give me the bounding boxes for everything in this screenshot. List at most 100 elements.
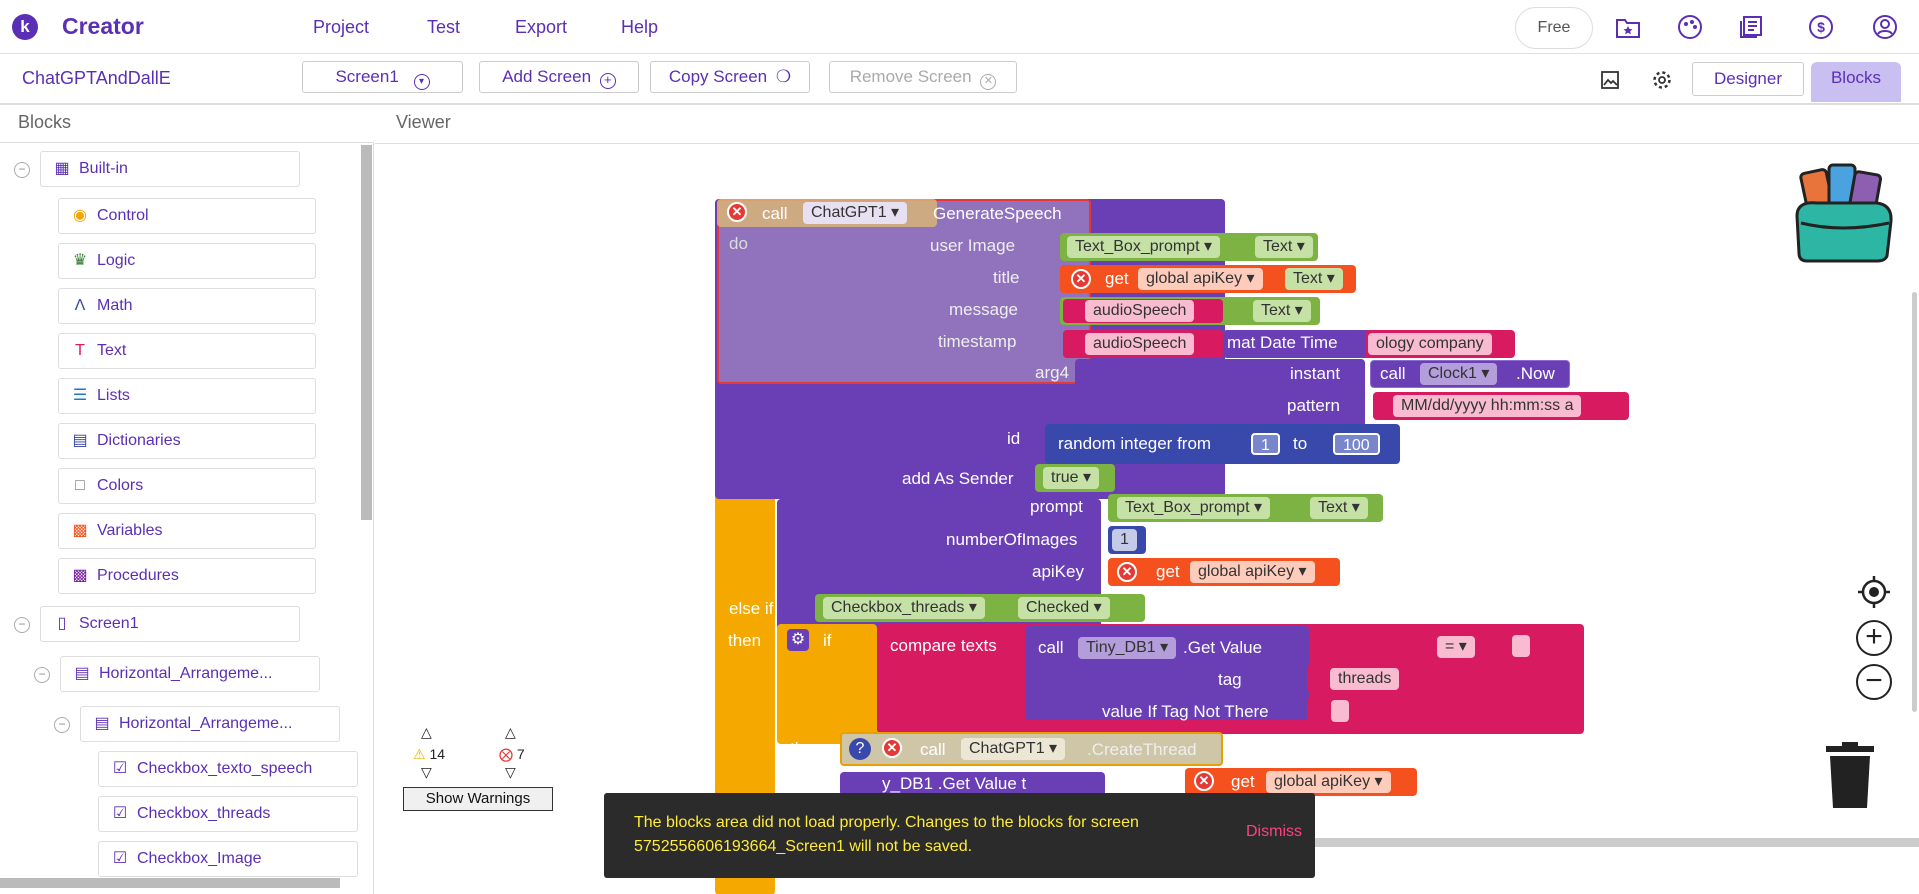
threads-string[interactable]: threads (1330, 668, 1400, 690)
eq-dropdown[interactable]: = ▾ (1437, 636, 1475, 658)
viewer-horizontal-scrollbar[interactable] (1250, 838, 1919, 847)
tree-lists-label: Lists (97, 387, 130, 404)
collapse-toggle[interactable]: − (14, 162, 30, 178)
checked-dropdown[interactable]: Checked ▾ (1018, 597, 1110, 619)
show-warnings-button[interactable]: Show Warnings (403, 787, 553, 811)
company-string[interactable]: ology company (1368, 333, 1492, 355)
text-icon: T (75, 342, 85, 359)
free-button[interactable]: Free (1515, 7, 1593, 49)
collapse-toggle[interactable]: − (54, 717, 70, 733)
toast-message: The blocks area did not load properly. C… (634, 814, 1139, 855)
chatgpt-dropdown-2[interactable]: ChatGPT1 ▾ (961, 738, 1066, 760)
gear-icon[interactable] (1651, 69, 1673, 91)
blocks-button[interactable]: Blocks (1811, 62, 1901, 102)
chatgpt-dropdown[interactable]: ChatGPT1 ▾ (803, 202, 908, 224)
palette-icon[interactable] (1677, 14, 1703, 40)
pattern-string[interactable]: MM/dd/yyyy hh:mm:ss a (1393, 395, 1582, 417)
tree-text[interactable]: T Text (58, 333, 316, 369)
help-icon[interactable]: ? (849, 738, 871, 760)
recenter-icon[interactable] (1856, 574, 1892, 610)
collapse-toggle[interactable]: − (14, 617, 30, 633)
blocks-viewer[interactable]: ✕ call ChatGPT1 ▾ GenerateSpeech do user… (375, 143, 1919, 894)
tiny-db-dropdown[interactable]: Tiny_DB1 ▾ (1078, 637, 1177, 659)
text-prop-dropdown[interactable]: Text ▾ (1255, 236, 1313, 258)
logo-icon[interactable]: k (12, 14, 38, 40)
trash-icon[interactable] (1824, 742, 1876, 808)
now-label: .Now (1516, 364, 1555, 383)
text-prop-label: Text (1263, 238, 1293, 255)
book-icon: ▤ (72, 432, 88, 449)
tree-dictionaries[interactable]: ▤ Dictionaries (58, 423, 316, 459)
menu-project[interactable]: Project (313, 17, 370, 37)
lists-icon: ☰ (72, 387, 88, 404)
dollar-icon[interactable]: $ (1808, 14, 1834, 40)
dismiss-button[interactable]: Dismiss (1246, 823, 1302, 840)
tree-math[interactable]: Λ Math (58, 288, 316, 324)
tree-procedures[interactable]: ▩ Procedures (58, 558, 316, 594)
apikey-dropdown-3[interactable]: global apiKey ▾ (1266, 771, 1391, 793)
remove-screen-button[interactable]: Remove Screen ✕ (829, 61, 1017, 93)
error-down-arrow[interactable]: ▽ (505, 764, 516, 780)
menu-test[interactable]: Test (427, 17, 461, 37)
account-icon[interactable] (1872, 14, 1898, 40)
tree-checkbox-image[interactable]: ☑ Checkbox_Image (98, 841, 358, 877)
audio-string[interactable]: audioSpeech (1085, 300, 1195, 322)
tree-control-label: Control (97, 207, 149, 224)
apikey-dropdown-2[interactable]: global apiKey ▾ (1190, 561, 1315, 583)
copy-icon: ❍ (775, 67, 792, 86)
create-thread-block[interactable] (840, 732, 1223, 766)
empty-string-2[interactable] (1512, 635, 1530, 657)
clock-dropdown[interactable]: Clock1 ▾ (1420, 363, 1498, 385)
to-label: to (1293, 434, 1308, 453)
tree-checkbox-threads[interactable]: ☑ Checkbox_threads (98, 796, 358, 832)
tree-lists[interactable]: ☰ Lists (58, 378, 316, 414)
tree-colors[interactable]: □ Colors (58, 468, 316, 504)
tree-checkbox-speech[interactable]: ☑ Checkbox_texto_speech (98, 751, 358, 787)
audio-string-2[interactable]: audioSpeech (1085, 333, 1195, 355)
menu-export[interactable]: Export (515, 17, 568, 37)
checkbox-threads-dropdown[interactable]: Checkbox_threads ▾ (823, 597, 985, 619)
tree-control[interactable]: ◉ Control (58, 198, 316, 234)
library-icon[interactable] (1738, 14, 1764, 40)
backpack-icon[interactable] (1787, 161, 1897, 266)
then-label: then (728, 631, 762, 650)
copy-screen-button[interactable]: Copy Screen ❍ (650, 61, 810, 93)
tree-arrangement-1[interactable]: ▤ Horizontal_Arrangeme... (60, 656, 320, 692)
tree-arrangement-2[interactable]: ▤ Horizontal_Arrangeme... (80, 706, 340, 742)
warn-down-arrow[interactable]: ▽ (421, 764, 432, 780)
screen-select[interactable]: Screen1 ▾ (302, 61, 463, 93)
gear-icon[interactable]: ⚙ (787, 629, 809, 651)
viewer-vertical-scrollbar[interactable] (1912, 292, 1917, 712)
zoom-in-button[interactable]: + (1856, 620, 1892, 656)
text-prop-dropdown[interactable]: Text ▾ (1310, 497, 1368, 519)
tree-screen1[interactable]: ▯ Screen1 (40, 606, 300, 642)
warning-count: 14 (429, 746, 446, 762)
zoom-out-button[interactable]: − (1856, 664, 1892, 700)
text-prop-dropdown[interactable]: Text ▾ (1253, 300, 1311, 322)
empty-string[interactable] (1331, 700, 1349, 722)
true-dropdown[interactable]: true ▾ (1043, 467, 1100, 489)
tree-logic[interactable]: ♛ Logic (58, 243, 316, 279)
designer-button[interactable]: Designer (1692, 62, 1804, 96)
prompt-textbox-dropdown[interactable]: Text_Box_prompt ▾ (1117, 497, 1270, 519)
image-icon[interactable] (1599, 69, 1621, 91)
tiny-db-get-block-2[interactable] (840, 772, 1105, 796)
collapse-toggle[interactable]: − (34, 667, 50, 683)
warn-up-arrow[interactable]: △ (421, 724, 432, 740)
apikey-dropdown[interactable]: global apiKey ▾ (1138, 268, 1263, 290)
number-value[interactable]: 1 (1112, 529, 1137, 551)
tree-vertical-scrollbar[interactable] (361, 145, 372, 520)
tree-horizontal-scrollbar[interactable] (0, 878, 340, 888)
random-from[interactable]: 1 (1251, 433, 1280, 455)
add-screen-button[interactable]: Add Screen + (479, 61, 639, 93)
tree-variables[interactable]: ▩ Variables (58, 513, 316, 549)
tree-builtin[interactable]: ▦ Built-in (40, 151, 300, 187)
folder-star-icon[interactable] (1615, 14, 1641, 40)
text-prop-dropdown[interactable]: Text ▾ (1285, 268, 1343, 290)
tree-screen1-label: Screen1 (79, 615, 139, 632)
random-to[interactable]: 100 (1333, 433, 1380, 455)
error-up-arrow[interactable]: △ (505, 724, 516, 740)
text-box-dropdown[interactable]: Text_Box_prompt ▾ (1067, 236, 1220, 258)
menu-help[interactable]: Help (621, 17, 659, 37)
checked-label: Checked (1026, 599, 1090, 616)
